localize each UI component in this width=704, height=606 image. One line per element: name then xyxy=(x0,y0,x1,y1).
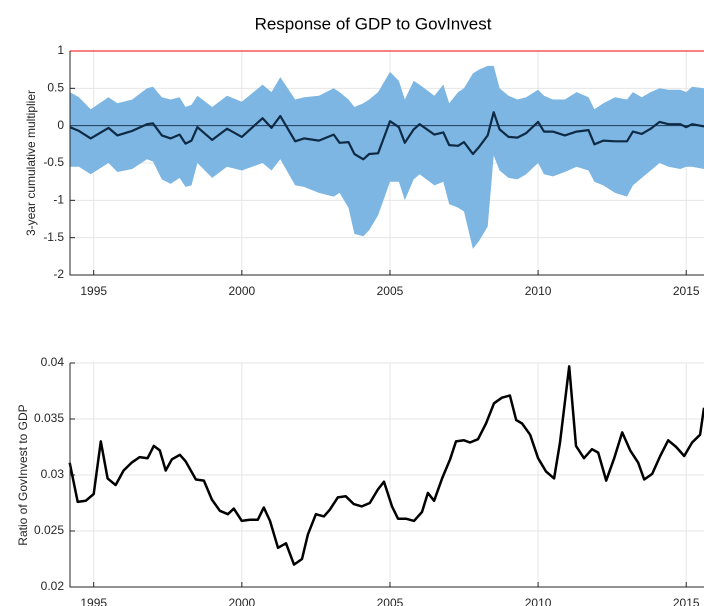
y-tick-label: 1 xyxy=(57,43,64,57)
y-tick-label: -1.5 xyxy=(43,230,64,244)
y-tick-label: 0.03 xyxy=(41,467,65,481)
y-tick-label: 0 xyxy=(57,118,64,132)
y-axis-label: 3-year cumulative multiplier xyxy=(24,90,38,236)
y-tick-label: 0.02 xyxy=(41,579,65,593)
chart-title: Response of GDP to GovInvest xyxy=(255,14,492,33)
y-tick-label: -0.5 xyxy=(43,155,64,169)
x-tick-label: 1995 xyxy=(80,596,107,606)
data-line xyxy=(69,111,704,161)
y-axis-label: Ratio of GovInvest to GDP xyxy=(16,404,30,545)
y-tick-label: 0.035 xyxy=(34,411,64,425)
x-tick-label: 2010 xyxy=(525,284,552,298)
x-tick-label: 2000 xyxy=(228,284,255,298)
y-tick-label: -1 xyxy=(53,193,64,207)
y-tick-label: 0.025 xyxy=(34,523,64,537)
x-tick-label: 2000 xyxy=(228,596,255,606)
axes-frame xyxy=(69,51,704,276)
axes-frame xyxy=(69,363,704,588)
data-line xyxy=(68,365,704,566)
x-tick-label: 2005 xyxy=(377,284,404,298)
x-tick-label: 2015 xyxy=(673,284,700,298)
x-tick-label: 1995 xyxy=(80,284,107,298)
x-tick-label: 2010 xyxy=(525,596,552,606)
y-tick-label: 0.04 xyxy=(41,355,65,369)
x-tick-label: 2005 xyxy=(377,596,404,606)
x-tick-label: 2015 xyxy=(673,596,700,606)
y-tick-label: -2 xyxy=(53,267,64,281)
y-tick-label: 0.5 xyxy=(47,81,64,95)
confidence-band xyxy=(70,65,704,249)
